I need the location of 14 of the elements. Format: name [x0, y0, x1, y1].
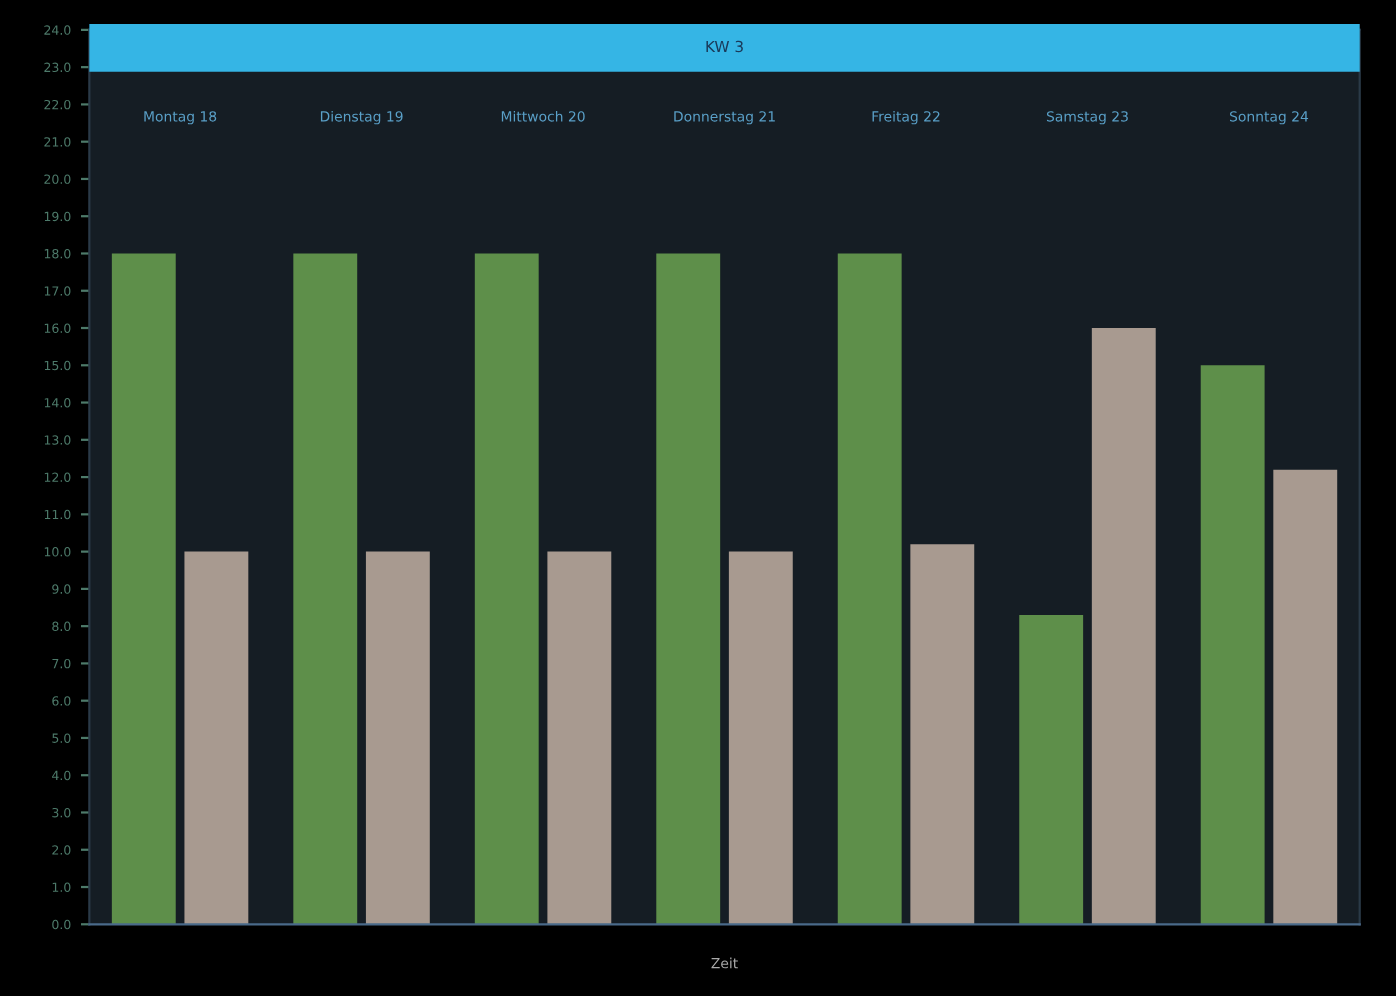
bar — [728, 551, 793, 925]
bar — [184, 551, 249, 925]
bar — [547, 551, 612, 925]
bar — [910, 544, 975, 925]
bar — [656, 253, 721, 925]
bar — [1200, 365, 1265, 925]
bar — [365, 551, 430, 925]
bar — [1273, 469, 1338, 925]
bar — [293, 253, 358, 925]
bar — [1091, 328, 1156, 925]
bar — [474, 253, 539, 925]
bar — [1019, 614, 1084, 925]
bar — [837, 253, 902, 925]
bar — [111, 253, 176, 925]
